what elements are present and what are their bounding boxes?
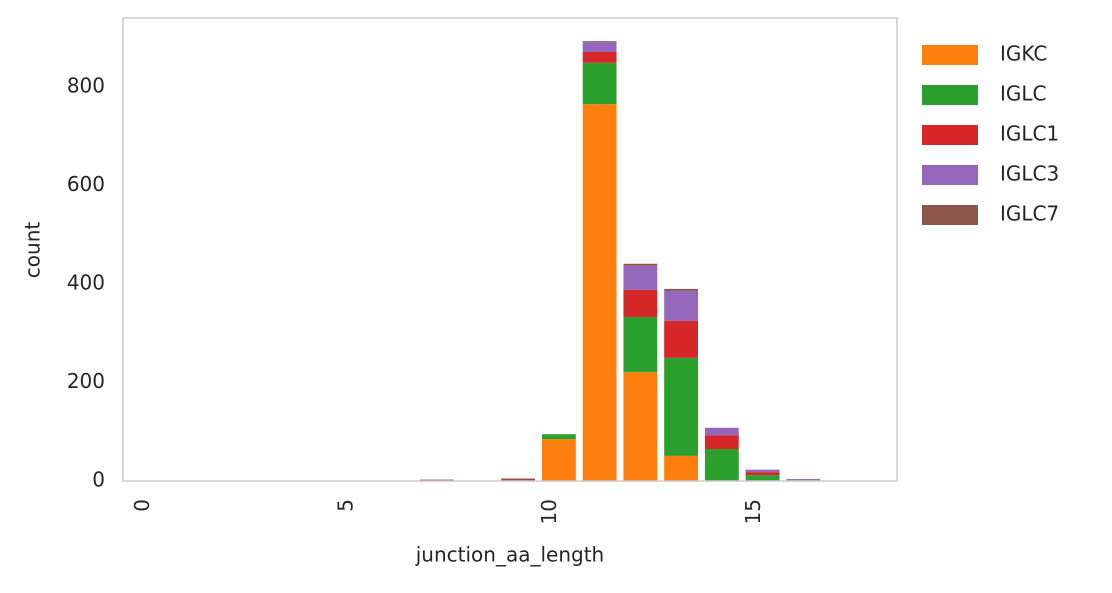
legend-swatch xyxy=(922,205,978,225)
legend-swatch xyxy=(922,125,978,145)
bar-segment xyxy=(542,434,576,439)
bar-segment xyxy=(705,435,739,449)
plot-frame xyxy=(123,18,897,481)
y-tick-label: 400 xyxy=(67,270,105,294)
x-tick-label: 5 xyxy=(334,499,358,512)
x-tick-label: 10 xyxy=(537,499,561,524)
bar-segment xyxy=(542,439,576,481)
bar-segment xyxy=(664,456,698,481)
x-tick-label: 0 xyxy=(130,499,154,512)
bar-segment xyxy=(623,264,657,266)
legend-label: IGLC xyxy=(1000,82,1047,106)
bar-segment xyxy=(583,41,617,42)
y-tick-label: 200 xyxy=(67,369,105,393)
legend-swatch xyxy=(922,45,978,65)
bar-segment xyxy=(583,104,617,481)
bar-segment xyxy=(664,291,698,321)
x-tick-label: 15 xyxy=(741,499,765,524)
legend-label: IGLC3 xyxy=(1000,162,1059,186)
bar-segment xyxy=(583,52,617,63)
y-axis-label: count xyxy=(21,222,45,279)
y-tick-label: 0 xyxy=(92,468,105,492)
bar-segment xyxy=(623,372,657,481)
bar-segment xyxy=(746,470,780,472)
bar-segment xyxy=(501,479,535,480)
legend-label: IGKC xyxy=(1000,42,1047,66)
bar-segment xyxy=(705,449,739,481)
y-tick-label: 800 xyxy=(67,73,105,97)
bar-segment xyxy=(664,289,698,291)
bar-segment xyxy=(623,266,657,290)
bar-segment xyxy=(746,475,780,481)
x-axis-label: junction_aa_length xyxy=(415,543,604,567)
bar-segment xyxy=(583,63,617,104)
bar-segment xyxy=(623,317,657,372)
bar-segment xyxy=(705,428,739,435)
bar-segment xyxy=(664,358,698,456)
bar-segment xyxy=(664,321,698,358)
legend-swatch xyxy=(922,165,978,185)
legend-swatch xyxy=(922,85,978,105)
bar-segment xyxy=(623,290,657,317)
bar-segment xyxy=(746,472,780,475)
legend-label: IGLC1 xyxy=(1000,122,1059,146)
bar-segment xyxy=(583,42,617,52)
y-tick-label: 600 xyxy=(67,172,105,196)
legend-label: IGLC7 xyxy=(1000,202,1059,226)
